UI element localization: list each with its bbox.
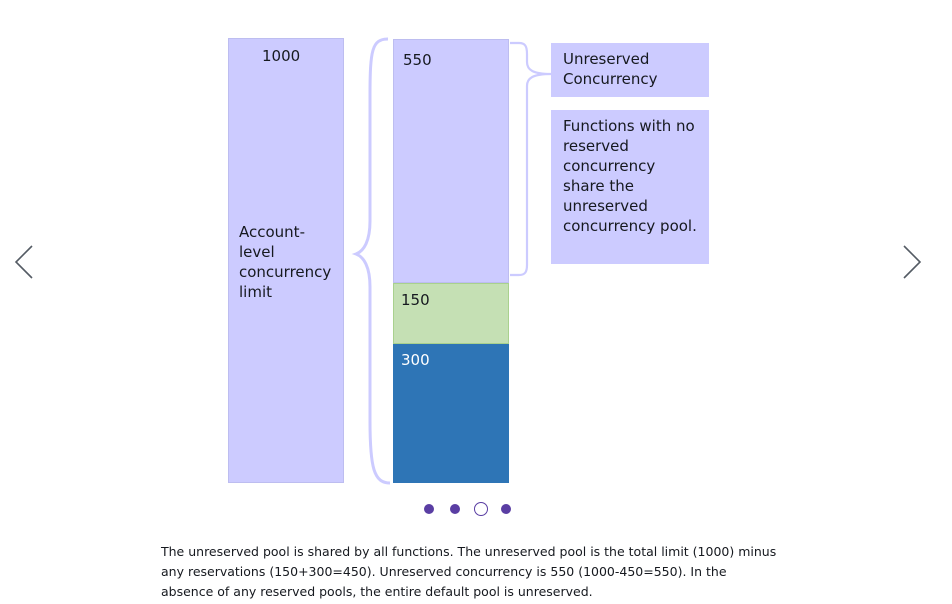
reserved-pool-bar-150: [393, 283, 509, 344]
reserved-pool-value-300: 300: [401, 351, 430, 369]
prev-slide-button[interactable]: [8, 240, 40, 284]
account-limit-value: 1000: [262, 47, 301, 65]
carousel-pagination: [420, 500, 520, 518]
unreserved-bracket: [510, 41, 552, 277]
unreserved-pool-value: 550: [403, 51, 432, 69]
chevron-left-icon: [14, 245, 33, 279]
carousel-dot-4[interactable]: [501, 504, 511, 514]
carousel-dot-1[interactable]: [424, 504, 434, 514]
slide-caption: The unreserved pool is shared by all fun…: [161, 544, 777, 599]
carousel-dot-2[interactable]: [450, 504, 460, 514]
unreserved-pool-bar: [393, 39, 509, 283]
account-limit-label: Account- level concurrency limit: [239, 223, 332, 301]
unreserved-note-callout: Functions with no reserved concurrency s…: [551, 110, 709, 264]
account-limit-bar: [228, 38, 344, 483]
unreserved-concurrency-callout: Unreserved Concurrency: [551, 43, 709, 97]
reserved-pool-bar-300: [393, 344, 509, 483]
carousel-dot-3-active[interactable]: [474, 502, 488, 516]
account-brace: [351, 37, 391, 485]
chevron-right-icon: [903, 245, 922, 279]
next-slide-button[interactable]: [896, 240, 928, 284]
reserved-pool-value-150: 150: [401, 291, 430, 309]
